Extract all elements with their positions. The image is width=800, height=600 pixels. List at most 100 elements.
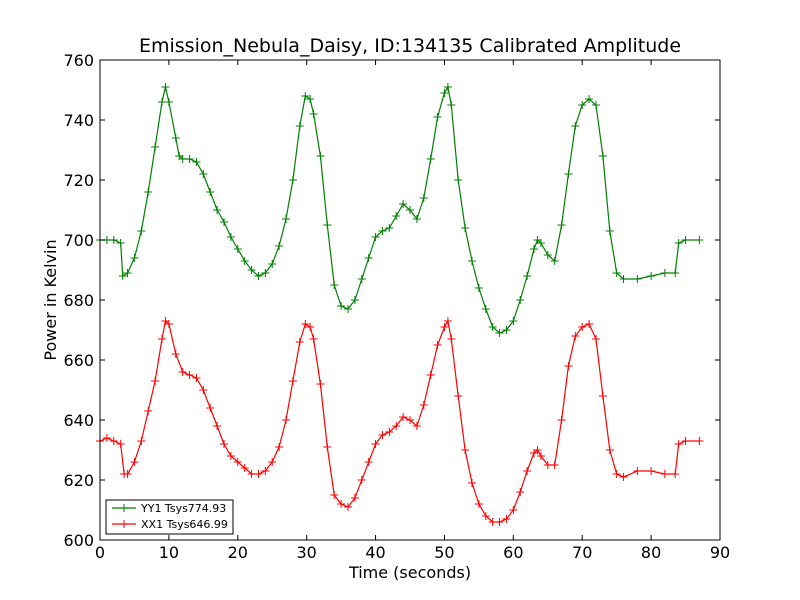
- data-point-marker: [137, 437, 146, 445]
- data-point-marker: [144, 188, 153, 196]
- data-point-marker: [118, 272, 127, 280]
- data-point-marker: [443, 317, 452, 325]
- data-point-marker: [585, 95, 594, 103]
- data-point-marker: [288, 377, 297, 385]
- data-point-marker: [468, 479, 476, 487]
- data-point-marker: [247, 266, 256, 274]
- data-point-marker: [681, 437, 690, 445]
- x-tick-label: 70: [572, 543, 592, 562]
- series-0: [96, 83, 704, 337]
- x-tick-label: 10: [159, 543, 179, 562]
- y-tick-label: 600: [63, 531, 94, 550]
- data-point-marker: [323, 443, 332, 451]
- data-point-marker: [151, 377, 160, 385]
- x-tick-label: 60: [503, 543, 523, 562]
- data-point-marker: [523, 467, 532, 475]
- data-point-marker: [233, 245, 242, 253]
- data-point-marker: [171, 134, 180, 142]
- data-point-marker: [337, 500, 346, 508]
- data-point-marker: [571, 332, 580, 340]
- data-point-marker: [647, 467, 656, 475]
- data-point-marker: [419, 194, 428, 202]
- data-point-marker: [254, 272, 263, 280]
- data-point-marker: [412, 422, 421, 430]
- legend-label: YY1 Tsys774.93: [140, 502, 226, 515]
- data-point-marker: [509, 317, 518, 325]
- data-point-marker: [350, 494, 359, 502]
- data-point-marker: [261, 269, 270, 277]
- data-point-marker: [674, 239, 683, 247]
- x-axis-title: Time (seconds): [348, 563, 471, 582]
- data-point-marker: [681, 236, 690, 244]
- data-point-marker: [158, 98, 166, 106]
- data-point-marker: [385, 428, 394, 436]
- data-point-marker: [502, 515, 511, 523]
- data-point-marker: [426, 155, 435, 163]
- data-point-marker: [130, 254, 139, 262]
- data-point-marker: [185, 371, 194, 379]
- data-point-marker: [306, 95, 315, 103]
- data-point-marker: [233, 458, 242, 466]
- data-point-marker: [226, 452, 235, 460]
- data-point-marker: [406, 416, 414, 424]
- data-point-marker: [516, 488, 525, 496]
- data-point-marker: [357, 476, 366, 484]
- data-point-marker: [412, 215, 421, 223]
- data-point-marker: [268, 260, 277, 268]
- data-point-marker: [564, 362, 573, 370]
- y-tick-label: 660: [63, 351, 94, 370]
- data-point-marker: [433, 113, 442, 121]
- series-1: [96, 317, 704, 526]
- data-point-marker: [378, 431, 387, 439]
- data-point-marker: [461, 446, 470, 454]
- data-point-marker: [323, 221, 332, 229]
- data-point-marker: [295, 122, 304, 130]
- data-point-marker: [282, 416, 290, 424]
- data-point-marker: [275, 242, 284, 250]
- data-point-marker: [220, 440, 228, 448]
- data-point-marker: [509, 506, 518, 514]
- x-tick-label: 40: [365, 543, 385, 562]
- data-point-marker: [454, 392, 463, 400]
- x-tick-label: 30: [296, 543, 316, 562]
- data-point-marker: [419, 401, 428, 409]
- data-point-marker: [598, 392, 607, 400]
- data-point-marker: [213, 422, 222, 430]
- data-point-marker: [385, 224, 394, 232]
- data-point-marker: [178, 155, 187, 163]
- data-point-marker: [213, 206, 222, 214]
- data-point-marker: [543, 461, 552, 469]
- y-tick-label: 720: [63, 171, 94, 190]
- data-point-marker: [543, 251, 552, 259]
- data-point-marker: [633, 467, 642, 475]
- data-point-marker: [109, 437, 118, 445]
- data-point-marker: [185, 155, 194, 163]
- data-point-marker: [254, 470, 263, 478]
- y-axis-title: Power in Kelvin: [41, 239, 60, 360]
- x-tick-label: 80: [641, 543, 661, 562]
- data-point-marker: [268, 458, 277, 466]
- data-point-marker: [240, 464, 249, 472]
- data-point-marker: [171, 350, 180, 358]
- legend-box: [105, 499, 234, 535]
- data-point-marker: [240, 257, 249, 265]
- data-point-marker: [164, 320, 173, 328]
- data-point-marker: [481, 305, 490, 313]
- data-point-marker: [399, 413, 408, 421]
- data-point-marker: [695, 236, 704, 244]
- data-point-marker: [282, 215, 290, 223]
- data-point-marker: [371, 233, 380, 241]
- x-tick-label: 0: [95, 543, 105, 562]
- y-tick-label: 620: [63, 471, 94, 490]
- data-point-marker: [619, 473, 628, 481]
- data-point-marker: [199, 386, 208, 394]
- data-point-marker: [488, 518, 497, 526]
- data-point-marker: [164, 98, 173, 106]
- data-point-marker: [550, 461, 559, 469]
- data-point-marker: [301, 320, 310, 328]
- data-point-marker: [344, 503, 352, 511]
- data-point-marker: [161, 83, 170, 91]
- data-point-marker: [378, 227, 387, 235]
- x-tick-label: 90: [710, 543, 730, 562]
